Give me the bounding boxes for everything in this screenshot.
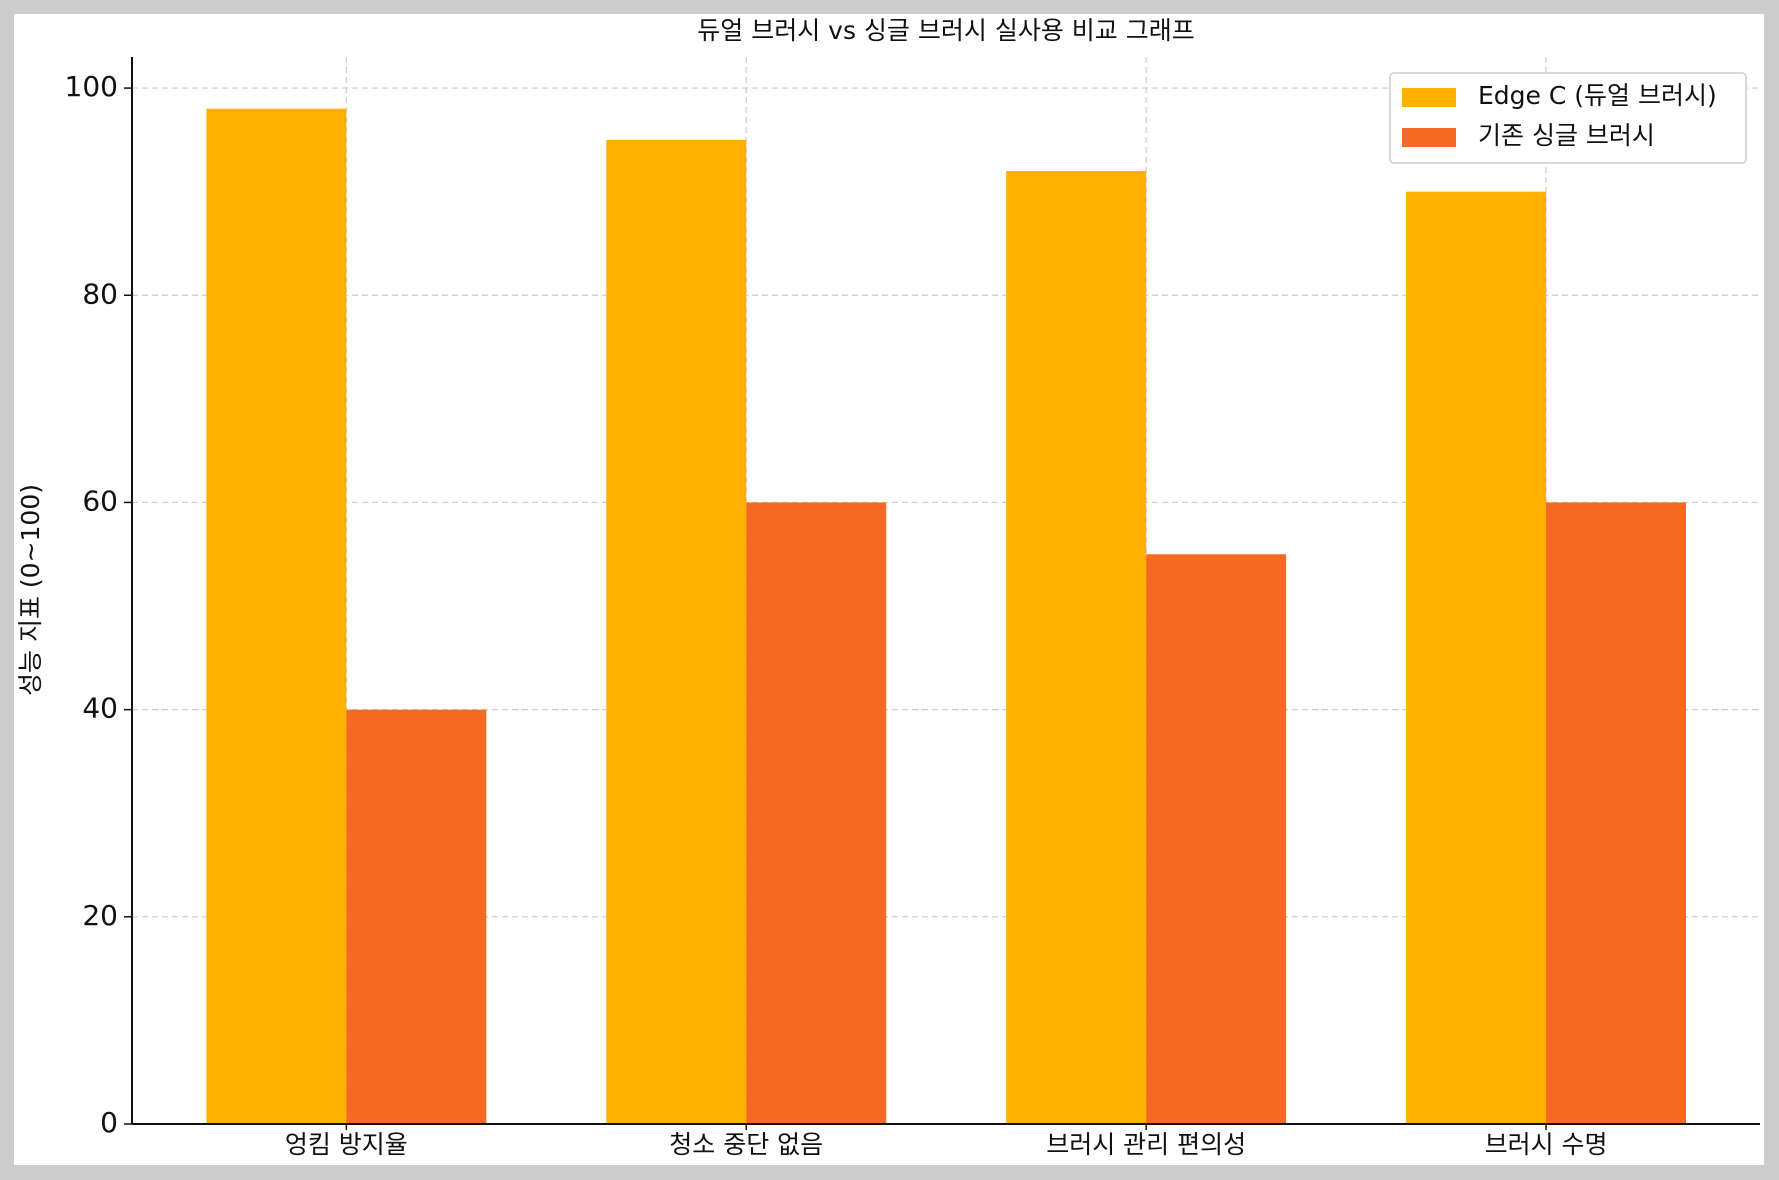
x-tick-label: 브러시 수명 <box>1485 1130 1608 1159</box>
legend: Edge C (듀얼 브러시) 기존 싱글 브러시 <box>1389 72 1747 164</box>
chart-title: 듀얼 브러시 vs 싱글 브러시 실사용 비교 그래프 <box>697 16 1194 45</box>
x-tick-label: 청소 중단 없음 <box>669 1130 823 1159</box>
y-tick-label: 100 <box>65 70 118 103</box>
x-tick-label: 엉킴 방지율 <box>285 1130 408 1159</box>
bar <box>1546 502 1687 1124</box>
bar <box>606 139 747 1124</box>
legend-swatch <box>1402 128 1456 147</box>
bar <box>746 502 887 1124</box>
y-tick-label: 40 <box>82 692 118 725</box>
y-tick-label: 60 <box>82 484 118 517</box>
x-tick-label: 브러시 관리 편의성 <box>1046 1130 1246 1159</box>
legend-label: 기존 싱글 브러시 <box>1478 121 1655 150</box>
y-tick-label: 0 <box>100 1106 118 1139</box>
bar <box>1406 191 1547 1124</box>
bar <box>1006 170 1147 1124</box>
legend-box <box>1389 72 1747 164</box>
bar <box>346 709 487 1124</box>
y-tick-label: 80 <box>82 277 118 310</box>
y-axis-label: 성능 지표 (0~100) <box>16 484 45 696</box>
legend-swatch <box>1402 88 1456 107</box>
legend-label: Edge C (듀얼 브러시) <box>1478 81 1717 110</box>
bar <box>206 108 347 1124</box>
bar <box>1146 554 1287 1124</box>
y-tick-label: 20 <box>82 899 118 932</box>
